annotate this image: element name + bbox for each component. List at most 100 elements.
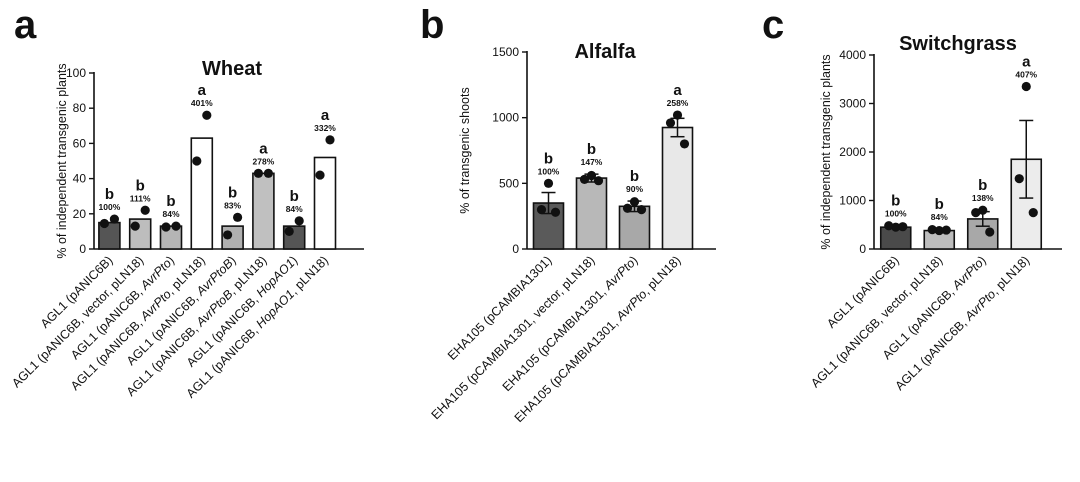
y-tick-label: 80 xyxy=(73,101,87,115)
percent-label: 100% xyxy=(538,166,560,176)
data-point xyxy=(679,139,690,149)
data-point xyxy=(672,110,683,120)
percent-label: 258% xyxy=(667,98,689,108)
data-point xyxy=(629,197,640,207)
percent-label: 111% xyxy=(130,193,151,203)
y-tick-label: 0 xyxy=(79,242,86,256)
percent-label: 83% xyxy=(224,200,241,210)
category-label-part: , pLN18) xyxy=(640,253,684,297)
data-point xyxy=(985,227,995,237)
chart-title: Wheat xyxy=(202,58,262,80)
y-tick-label: 2000 xyxy=(839,145,866,159)
panel-letter: a xyxy=(14,3,37,47)
data-point xyxy=(325,135,335,145)
data-point xyxy=(543,178,554,188)
percent-label: 138% xyxy=(972,193,994,203)
x-category-label: AGL1 (pANIC6B, vector, pLN18) xyxy=(9,253,146,390)
bar xyxy=(159,225,183,250)
bar xyxy=(575,177,608,250)
bar xyxy=(313,156,337,250)
panel-letter: b xyxy=(420,3,444,47)
group-letter: b xyxy=(978,177,987,194)
panel-b: b Alfalfa % of transgenic shoots 0 500 1000 15… xyxy=(420,3,716,425)
data-point xyxy=(161,222,171,232)
y-tick-label: 40 xyxy=(73,172,87,186)
group-letter: b xyxy=(935,196,944,213)
percent-label: 401% xyxy=(191,98,213,108)
group-letter: b xyxy=(891,193,900,210)
percent-label: 84% xyxy=(286,204,303,214)
group-letter: b xyxy=(105,186,114,203)
data-point xyxy=(978,205,988,215)
y-axis-label: % of transgenic shoots xyxy=(458,87,472,213)
group-letter: b xyxy=(290,188,299,205)
x-category-label: AGL1 (pANIC6B) xyxy=(824,253,902,331)
y-tick-label: 100 xyxy=(66,66,86,80)
category-label-part: AGL1 (pANIC6B) xyxy=(824,253,902,331)
data-point xyxy=(253,168,263,178)
y-tick-label: 1000 xyxy=(492,111,519,125)
data-point xyxy=(536,205,547,215)
y-tick-label: 1500 xyxy=(492,45,519,59)
data-point xyxy=(202,110,212,120)
category-label-part: AGL1 (pANIC6B, xyxy=(892,314,972,394)
data-point xyxy=(622,203,633,213)
data-point xyxy=(934,225,944,236)
data-point xyxy=(263,168,273,178)
data-point xyxy=(130,221,140,231)
bar xyxy=(190,137,214,250)
percent-label: 84% xyxy=(162,209,179,219)
bar xyxy=(98,221,121,250)
bar xyxy=(252,172,275,250)
category-label-part: AGL1 (pANIC6B, xyxy=(880,283,960,363)
percent-label: 90% xyxy=(626,184,643,194)
y-axis-label: % of independent transgenic plants xyxy=(55,63,69,258)
data-point xyxy=(665,118,676,128)
group-letter: b xyxy=(630,168,639,185)
data-point xyxy=(927,225,937,235)
percent-label: 147% xyxy=(581,157,603,167)
group-letter: a xyxy=(259,140,268,157)
panel-letter: c xyxy=(762,3,784,47)
bar xyxy=(618,205,651,250)
group-letter: a xyxy=(321,107,330,124)
y-tick-label: 3000 xyxy=(839,97,866,111)
data-point xyxy=(586,170,597,181)
percent-label: 278% xyxy=(253,156,275,166)
y-tick-label: 1000 xyxy=(839,194,866,208)
data-point xyxy=(1028,208,1038,218)
category-label-part: , pLN18) xyxy=(989,253,1033,297)
data-point xyxy=(1014,174,1024,184)
group-letter: b xyxy=(166,193,175,210)
data-point xyxy=(109,214,119,224)
data-point xyxy=(284,226,294,236)
percent-label: 407% xyxy=(1015,70,1037,80)
y-tick-label: 500 xyxy=(499,176,519,190)
data-point xyxy=(550,207,561,217)
y-tick-label: 60 xyxy=(73,136,87,150)
data-point xyxy=(223,230,233,240)
group-letter: a xyxy=(1022,54,1031,71)
percent-label: 100% xyxy=(885,209,907,219)
y-axis-label: % of independent transgenic plants xyxy=(819,54,833,249)
data-point xyxy=(140,205,150,215)
data-point xyxy=(593,176,604,186)
data-point xyxy=(891,222,901,232)
group-letter: b xyxy=(136,177,145,194)
category-label-part: AGL1 (pANIC6B, vector, pLN18) xyxy=(9,253,146,390)
panel-c: c Switchgrass % of independent transgenic … xyxy=(762,3,1062,393)
percent-label: 84% xyxy=(931,212,948,222)
data-point xyxy=(898,222,908,232)
y-tick-label: 20 xyxy=(73,207,87,221)
y-tick-label: 4000 xyxy=(839,48,866,62)
data-point xyxy=(941,225,951,235)
data-point xyxy=(294,216,304,226)
percent-label: 100% xyxy=(99,202,121,212)
data-point xyxy=(1021,81,1031,92)
y-tick-label: 0 xyxy=(859,242,866,256)
y-tick-label: 0 xyxy=(512,242,519,256)
data-point xyxy=(884,221,894,231)
data-point xyxy=(315,170,325,180)
data-point xyxy=(971,208,981,218)
